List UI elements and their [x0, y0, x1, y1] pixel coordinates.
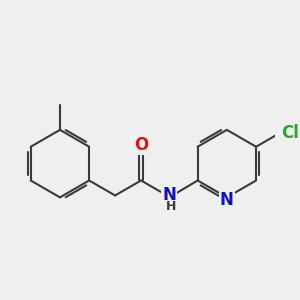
- Text: N: N: [220, 190, 234, 208]
- Text: H: H: [166, 200, 177, 213]
- Text: O: O: [134, 136, 148, 154]
- Text: Cl: Cl: [282, 124, 299, 142]
- Text: N: N: [162, 186, 176, 204]
